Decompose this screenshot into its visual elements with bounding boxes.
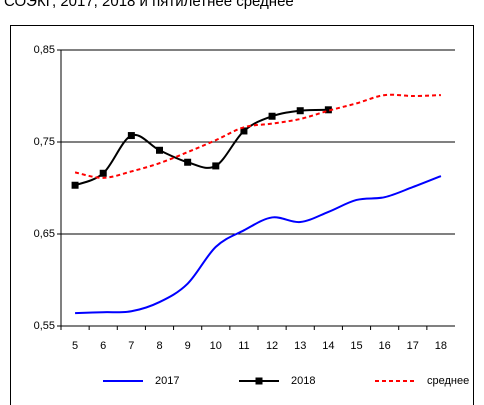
chart-title: СОЭКГ, 2017, 2018 и пятилетнее среднее (4, 0, 294, 10)
series-line (74, 108, 329, 187)
marker (296, 107, 304, 115)
series-line (75, 175, 442, 315)
x-tick-label: 12 (266, 340, 278, 352)
chart-frame (10, 25, 474, 405)
legend-marker (255, 377, 263, 385)
x-tick-label: 7 (128, 340, 134, 352)
x-tick-label: 18 (435, 340, 447, 352)
y-tick-label: 0,75 (34, 136, 55, 148)
marker (268, 112, 276, 120)
x-tick-label: 13 (294, 340, 306, 352)
marker (99, 169, 107, 177)
marker (71, 181, 79, 189)
y-tick-label: 0,85 (34, 44, 55, 56)
x-tick-label: 10 (210, 340, 222, 352)
y-tick-label: 0,65 (34, 228, 55, 240)
x-tick-label: 6 (100, 340, 106, 352)
marker (156, 146, 163, 154)
y-tick-label: 0,55 (34, 320, 55, 332)
x-tick-label: 8 (156, 340, 162, 352)
marker (324, 106, 332, 114)
x-tick-label: 15 (350, 340, 362, 352)
marker (240, 127, 248, 135)
x-tick-label: 5 (72, 340, 78, 352)
marker (184, 158, 192, 166)
x-tick-label: 17 (407, 340, 419, 352)
legend-label: 2018 (291, 375, 315, 387)
marker (212, 162, 220, 170)
x-tick-label: 16 (379, 340, 391, 352)
x-tick-label: 14 (322, 340, 334, 352)
legend-label: среднее (427, 375, 469, 387)
x-tick-label: 11 (238, 340, 249, 352)
legend-label: 2017 (155, 375, 179, 387)
x-tick-label: 9 (185, 340, 191, 352)
marker (127, 132, 135, 140)
